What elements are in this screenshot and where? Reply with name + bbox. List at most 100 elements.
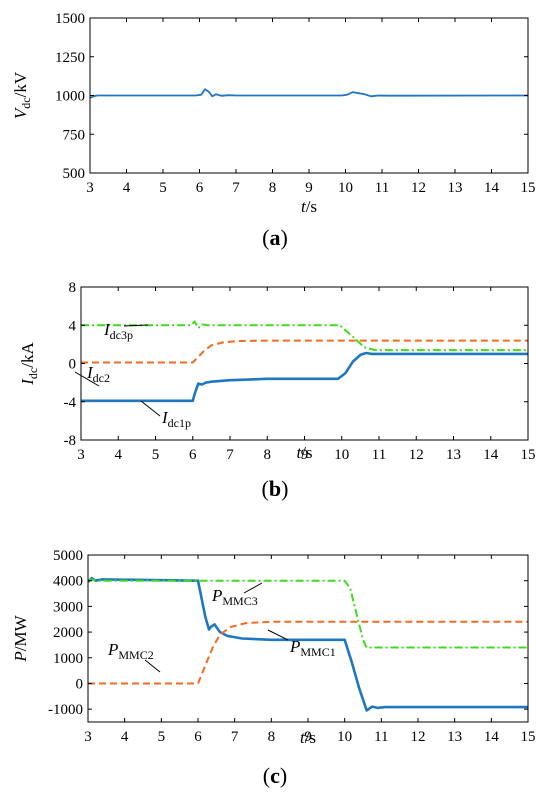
series-annotation: Idc3p [103, 320, 133, 342]
x-tick-label: 3 [84, 729, 92, 745]
panel-letter: a [270, 225, 281, 250]
series-line-dc2 [81, 339, 528, 364]
y-tick-label: 4000 [53, 574, 83, 590]
y-axis-unit: /kA [18, 342, 37, 368]
x-tick-label: 3 [86, 180, 94, 196]
annotation-leader [74, 371, 100, 387]
y-tick-label: 0 [76, 676, 84, 692]
x-tick-label: 15 [521, 447, 536, 463]
x-tick-label: 9 [304, 729, 312, 745]
y-axis-var: P [11, 651, 30, 662]
annotation-var: I [86, 363, 94, 382]
x-tick-label: 8 [264, 447, 272, 463]
x-tick-label: 4 [121, 729, 129, 745]
x-tick-label: 4 [115, 447, 123, 463]
y-tick-label: 0 [69, 357, 77, 373]
x-tick-label: 11 [372, 447, 386, 463]
x-axis-unit: /s [305, 728, 316, 747]
x-tick-label: 7 [226, 447, 234, 463]
x-tick-label: 10 [337, 729, 352, 745]
x-tick-label: 11 [375, 180, 389, 196]
x-tick-label: 12 [409, 447, 424, 463]
x-axis-label: t/s [300, 728, 316, 747]
panel-paren: ( [263, 763, 270, 788]
y-tick-label: 2000 [53, 625, 83, 641]
series-line-MMC2 [88, 620, 528, 685]
y-axis-var: I [18, 378, 37, 386]
y-axis-label: Vdc/kV [11, 71, 33, 119]
x-tick-label: 5 [152, 447, 160, 463]
annotation-leader [144, 659, 161, 673]
series-annotation: PMMC1 [289, 637, 336, 659]
x-tick-label: 8 [268, 729, 276, 745]
x-tick-label: 15 [521, 180, 536, 196]
x-tick-label: 14 [484, 729, 500, 745]
annotation-sub: dc1p [168, 416, 191, 430]
x-tick-label: 12 [411, 729, 426, 745]
series-line-MMC3 [88, 578, 528, 649]
y-tick-label: 1000 [53, 651, 83, 667]
annotation-sub: MMC3 [222, 594, 257, 608]
y-axis-unit: /kV [11, 71, 30, 97]
y-axis-unit: /MW [11, 614, 30, 651]
x-tick-label: 8 [269, 180, 277, 196]
x-tick-label: 3 [77, 447, 85, 463]
y-tick-label: 1500 [55, 11, 85, 27]
x-tick-label: 14 [484, 180, 500, 196]
x-tick-label: 10 [338, 180, 353, 196]
x-tick-label: 6 [196, 180, 204, 196]
panel-paren: ) [280, 763, 287, 788]
panel-paren: ) [281, 476, 288, 501]
x-tick-label: 6 [194, 729, 202, 745]
annotation-sub: MMC2 [118, 648, 153, 662]
annotation-leader [123, 324, 149, 327]
y-tick-label: 4 [69, 318, 77, 334]
y-tick-label: 3000 [53, 599, 83, 615]
series-line-0 [90, 88, 528, 99]
y-tick-label: -4 [64, 395, 77, 411]
x-tick-label: 13 [446, 447, 461, 463]
annotation-leader [243, 582, 263, 594]
annotation-var: I [103, 320, 111, 339]
series-annotation: PMMC3 [211, 586, 258, 608]
x-tick-label: 5 [159, 180, 167, 196]
x-axis-unit: /s [301, 443, 312, 462]
annotation-sub: MMC1 [300, 645, 335, 659]
panel-letter: c [270, 763, 280, 788]
panel-label: (b) [262, 476, 289, 501]
x-axis-var: t [300, 728, 306, 747]
y-tick-label: 5000 [53, 548, 83, 564]
panel-label: (a) [262, 225, 288, 250]
panel-paren: ( [262, 225, 269, 250]
y-tick-label: 750 [63, 127, 86, 143]
x-axis-label: t/s [301, 197, 317, 216]
x-tick-label: 13 [447, 729, 462, 745]
y-tick-label: -8 [64, 433, 77, 449]
y-tick-label: 1000 [55, 89, 85, 105]
y-axis-sub: dc [19, 97, 33, 108]
panel-paren: ( [262, 476, 269, 501]
annotation-leader [140, 400, 161, 417]
annotation-var: P [107, 640, 118, 659]
x-tick-label: 7 [232, 180, 240, 196]
x-tick-label: 11 [374, 729, 388, 745]
series-line-dc1p [81, 351, 528, 403]
x-tick-label: 15 [521, 729, 536, 745]
annotation-sub: dc3p [110, 328, 133, 342]
panel-1: 3 4 5 6 7 8 9 10 11 12 13 14 15-8-4048t/sIdc/kAIdc3p… [18, 280, 536, 501]
x-tick-label: 5 [158, 729, 166, 745]
annotation-var: P [211, 586, 222, 605]
x-tick-label: 10 [334, 447, 349, 463]
y-axis-label: Idc/kA [18, 342, 40, 386]
x-axis-var: t [296, 443, 302, 462]
y-tick-label: -1000 [48, 702, 83, 718]
series-annotation: PMMC2 [107, 640, 154, 662]
x-tick-label: 14 [483, 447, 499, 463]
x-axis-label: t/s [296, 443, 312, 462]
series-annotation: Idc1p [161, 408, 191, 430]
y-tick-label: 8 [69, 280, 77, 296]
annotation-sub: dc2 [93, 371, 110, 385]
x-tick-label: 9 [305, 180, 313, 196]
y-axis-label: P/MW [11, 614, 30, 662]
series-line-MMC1 [88, 576, 528, 712]
